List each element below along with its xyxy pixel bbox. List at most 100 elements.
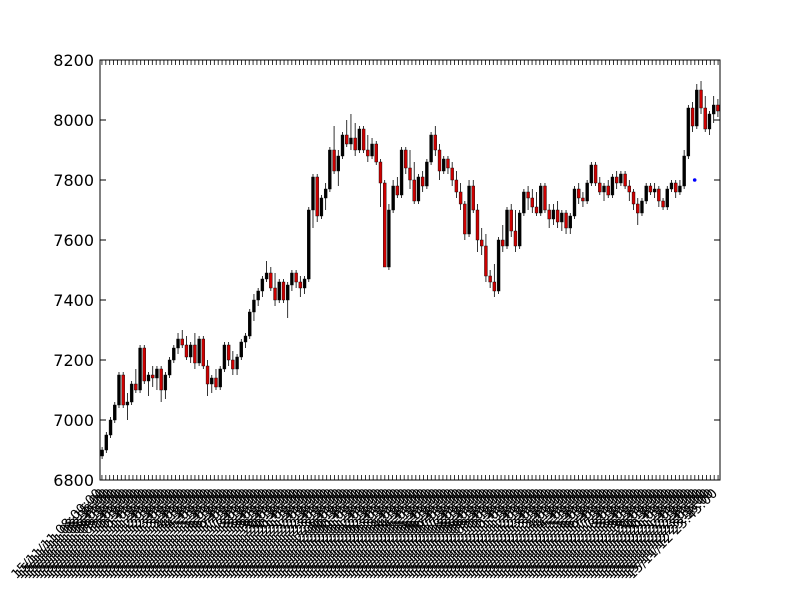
candle-body <box>606 185 610 196</box>
candle-body <box>391 185 395 211</box>
candle <box>286 282 290 318</box>
candle <box>416 174 421 204</box>
candle-body <box>475 209 480 241</box>
candle <box>496 237 501 294</box>
candle-body <box>235 356 239 370</box>
candle-body <box>294 272 298 283</box>
candle <box>121 372 125 408</box>
candle-body <box>602 185 606 193</box>
candle-body <box>509 209 513 232</box>
candle-body <box>408 167 412 181</box>
candle-body <box>129 383 134 403</box>
y-axis: 6800 7000 7200 7400 7600 7800 8000 8200 <box>53 51 720 490</box>
candle <box>277 279 281 303</box>
candle-body <box>437 149 442 172</box>
candle-body <box>564 212 568 229</box>
candle-body <box>231 359 235 370</box>
candle <box>328 147 332 192</box>
candle-body <box>648 185 653 193</box>
candle <box>644 183 648 204</box>
candle-body <box>707 113 712 130</box>
candle <box>252 294 256 321</box>
candle-body <box>290 272 294 286</box>
candle-body <box>420 176 425 187</box>
candle <box>248 309 252 339</box>
candle-body <box>471 185 475 211</box>
candle-body <box>155 368 159 379</box>
candle <box>315 174 319 222</box>
candle-body <box>585 182 589 202</box>
candle <box>543 183 547 213</box>
candle <box>513 210 518 252</box>
y-tick-label: 8200 <box>53 51 94 70</box>
candle-body <box>505 209 509 247</box>
candle-body <box>273 287 277 301</box>
candle <box>226 342 231 366</box>
candle <box>336 150 340 186</box>
candle <box>298 276 303 297</box>
candle-body <box>264 272 269 280</box>
candle-body <box>703 107 707 130</box>
candle-body <box>184 344 189 358</box>
candle <box>260 276 265 297</box>
candle-body <box>711 104 716 115</box>
candle <box>589 162 594 186</box>
candle-body <box>298 281 303 289</box>
candle-body <box>674 182 678 193</box>
candle <box>678 180 682 195</box>
candle-body <box>138 347 142 391</box>
candle-body <box>163 374 168 391</box>
candle-body <box>269 272 273 289</box>
candle <box>488 270 492 288</box>
candle <box>454 171 459 198</box>
candle <box>501 225 505 252</box>
candle-body <box>121 374 125 406</box>
candle-body <box>370 143 374 157</box>
candle-body <box>496 239 501 292</box>
candle-body <box>425 161 429 187</box>
candle <box>420 171 425 192</box>
candle <box>370 138 374 159</box>
candle-body <box>172 347 176 361</box>
candle <box>307 207 311 282</box>
candle-body <box>176 338 180 349</box>
candle-body <box>716 104 720 112</box>
candle-body <box>513 230 518 247</box>
candle <box>239 339 243 360</box>
candle-body <box>501 239 505 247</box>
candle-body <box>248 311 252 337</box>
candle <box>281 279 286 303</box>
candle-body <box>442 158 446 172</box>
candle <box>614 171 619 189</box>
candle <box>593 162 598 186</box>
candle <box>522 189 526 216</box>
candle <box>446 156 450 174</box>
candle-body <box>555 209 560 223</box>
candle-body <box>412 179 416 202</box>
candle <box>353 123 357 156</box>
candle-body <box>652 188 657 193</box>
candle-body <box>661 200 665 208</box>
candle <box>716 99 720 117</box>
candle-body <box>260 278 265 292</box>
candle-body <box>682 155 686 187</box>
candle <box>125 393 130 420</box>
candle <box>682 150 686 189</box>
candle-body <box>307 209 311 280</box>
candle-body <box>492 281 497 292</box>
candle <box>345 120 349 147</box>
candle <box>480 228 484 255</box>
candle-body <box>353 137 357 151</box>
candle <box>163 372 168 399</box>
candle <box>374 141 378 165</box>
candle <box>180 330 184 348</box>
candle <box>349 114 353 150</box>
candle <box>184 336 189 360</box>
candle-body <box>627 185 631 193</box>
candle <box>218 366 222 390</box>
candle <box>686 105 691 159</box>
candle-body <box>581 197 585 202</box>
candle-body <box>614 176 619 184</box>
candle-body <box>104 434 109 451</box>
candles <box>100 81 720 459</box>
